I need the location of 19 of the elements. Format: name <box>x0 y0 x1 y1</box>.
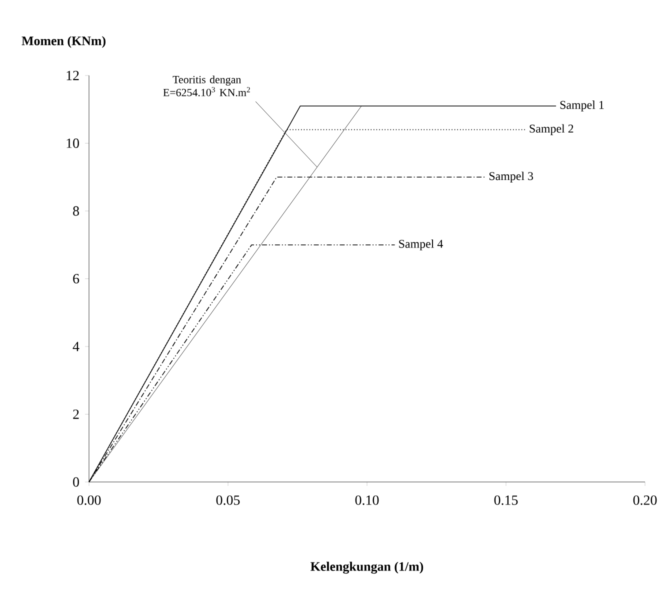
x-tick-label: 0.15 <box>494 495 518 505</box>
series-label: Sampel 2 <box>530 124 574 136</box>
y-tick-label: 8 <box>73 206 79 216</box>
y-axis-title: Momen (KNm) <box>22 36 106 48</box>
y-tick-label: 6 <box>73 274 80 284</box>
x-tick-label: 0.20 <box>633 495 657 505</box>
y-tick-label: 12 <box>66 70 79 80</box>
y-tick-label: 0 <box>73 477 79 487</box>
x-tick-label: 0.00 <box>77 495 101 505</box>
y-tick-label: 4 <box>72 342 80 352</box>
annotation: Teoritis dengan E=6254.10$^{3}$ KN.m$^{2}$ <box>163 76 250 96</box>
x-tick-label: 0.10 <box>355 495 379 505</box>
x-axis-title: Kelengkungan (1/m) <box>310 562 424 574</box>
series-label: Sampel 3 <box>489 172 534 183</box>
x-tick-label: 0.05 <box>216 495 240 505</box>
y-tick-label: 10 <box>66 138 79 148</box>
series-label: Sampel 1 <box>560 100 604 112</box>
series-label: Sampel 4 <box>399 239 443 250</box>
y-tick-label: 2 <box>73 410 79 419</box>
